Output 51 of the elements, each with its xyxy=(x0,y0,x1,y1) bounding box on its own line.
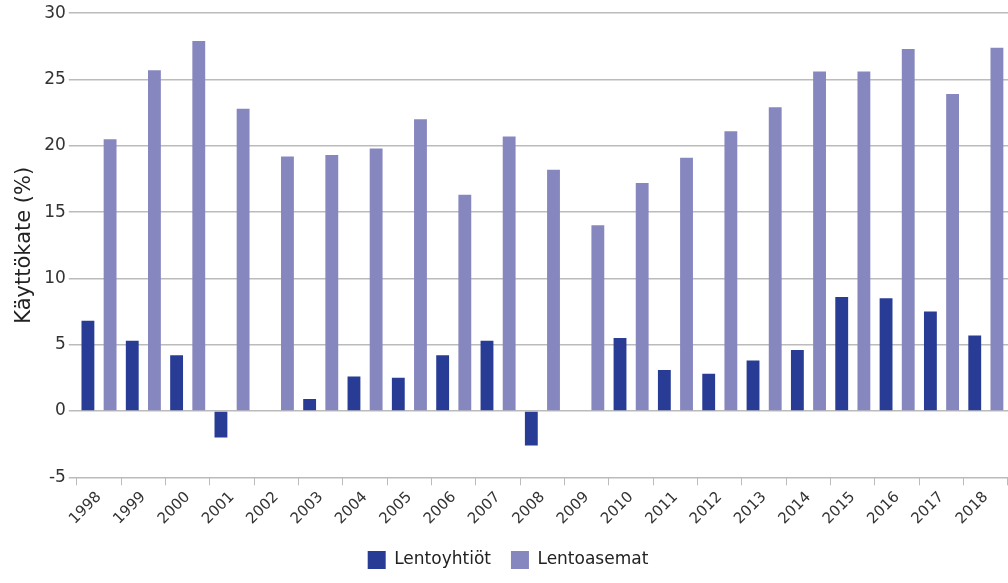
bar xyxy=(81,320,95,411)
y-tick-label: -5 xyxy=(48,465,66,486)
bar xyxy=(613,338,627,411)
bar xyxy=(702,373,716,411)
bar xyxy=(657,369,671,411)
bar xyxy=(281,156,294,411)
y-tick-label: 15 xyxy=(44,200,66,221)
bar xyxy=(103,139,117,411)
y-tick-label: 10 xyxy=(44,266,66,287)
y-tick-label: 30 xyxy=(44,1,66,22)
bar xyxy=(524,411,538,446)
bar xyxy=(790,349,804,411)
bar xyxy=(414,119,427,411)
bar xyxy=(835,296,849,411)
bar xyxy=(148,70,161,411)
bar xyxy=(347,376,361,411)
bar xyxy=(391,377,405,411)
bar xyxy=(236,108,250,411)
y-tick-label: 20 xyxy=(44,134,66,155)
bar xyxy=(303,399,317,411)
bar xyxy=(879,298,893,411)
bar xyxy=(990,47,1004,411)
bar xyxy=(857,71,871,411)
bar xyxy=(768,107,782,411)
bar xyxy=(724,131,738,411)
y-axis-title: Käyttökate (%) xyxy=(11,166,36,324)
bar xyxy=(214,411,228,438)
bar xyxy=(946,94,959,411)
bar xyxy=(369,148,383,411)
bar xyxy=(901,49,915,411)
bar xyxy=(192,41,206,411)
bar xyxy=(680,157,693,411)
legend-label: Lentoasemat xyxy=(537,548,649,569)
bar xyxy=(547,169,560,411)
legend-label: Lentoyhtiöt xyxy=(394,548,492,569)
y-tick-label: 25 xyxy=(44,67,66,88)
y-tick-label: 0 xyxy=(55,399,66,420)
bar xyxy=(480,340,494,411)
bar xyxy=(813,71,826,411)
bar xyxy=(968,335,982,411)
bar xyxy=(591,225,605,411)
bar xyxy=(125,340,139,411)
bar xyxy=(436,355,450,411)
bar xyxy=(502,136,516,411)
bar xyxy=(458,194,472,411)
bar xyxy=(635,182,649,411)
bar xyxy=(746,360,760,411)
bar xyxy=(325,155,339,411)
bar xyxy=(170,355,184,411)
y-tick-label: 5 xyxy=(55,333,66,354)
bar xyxy=(923,311,937,411)
